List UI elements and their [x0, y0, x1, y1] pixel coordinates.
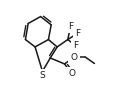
Text: F: F — [73, 41, 79, 51]
Text: F: F — [68, 22, 73, 31]
Text: O: O — [71, 53, 78, 62]
Text: F: F — [75, 29, 80, 38]
Text: S: S — [40, 71, 45, 80]
Text: O: O — [68, 69, 75, 78]
